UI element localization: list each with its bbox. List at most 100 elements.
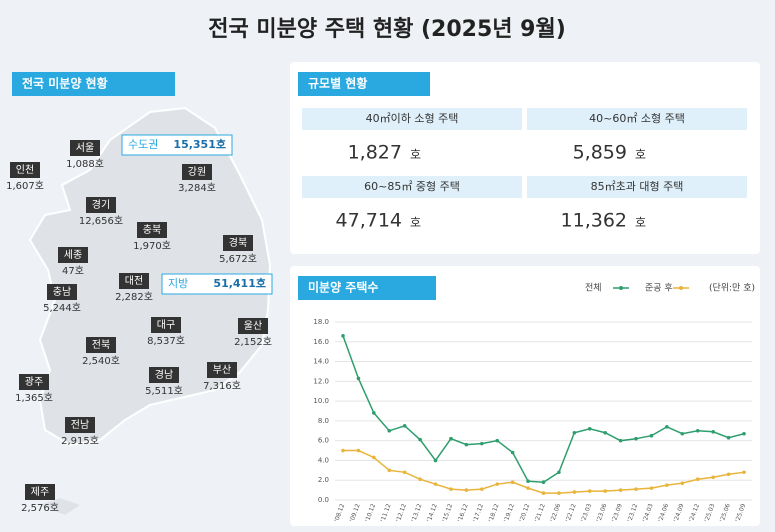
region-box [223,235,253,251]
point [433,458,438,463]
point [372,455,376,460]
region-name: 전남 [71,419,89,431]
point [618,438,623,443]
size-header: 규모별 현황 [308,76,367,91]
map-header: 전국 미분양 현황 [22,76,108,91]
point [510,450,515,455]
point [464,488,469,492]
point [495,482,500,486]
korea-map [28,106,272,447]
y-tick-label: 4.0 [318,456,329,464]
point [649,486,654,490]
page-title: 전국 미분양 주택 현황 (2025년 9월) [208,17,566,42]
y-tick-label: 14.0 [313,358,329,366]
region-name: 대구 [157,319,175,331]
region-box [58,247,88,263]
cell-value: 47,714 [336,210,402,232]
point [449,436,453,441]
point [587,427,592,431]
region-value: 1,365호 [15,392,53,404]
region-value: 2,576호 [21,502,59,514]
point [618,488,623,492]
callout-box [161,273,273,295]
region-name: 충북 [143,224,161,236]
region-value: 3,284호 [178,182,216,194]
legend-label: 전체 [585,283,602,294]
legend-dot [679,286,683,290]
region-value: 2,915호 [61,435,99,447]
point [464,442,469,447]
chart-title: 미분양 주택수 [308,280,378,295]
unit-note: (단위:만 호) [709,283,755,294]
region-box [86,197,116,213]
point [603,430,607,435]
point [418,477,422,482]
point [572,430,577,435]
point [726,472,731,477]
point [742,470,746,475]
region-value: 8,537호 [147,335,185,347]
cell-unit: 호 [635,148,646,162]
point [433,482,438,486]
cell-head [302,176,522,198]
region-box [137,222,167,238]
point [726,435,731,440]
region-box [238,318,268,334]
region-box [65,417,95,433]
region-name: 부산 [213,364,231,376]
region-name: 경남 [155,368,173,381]
region-name: 인천 [16,164,34,176]
point [711,475,715,480]
cell-label: 40㎡이하 소형 주택 [366,111,459,125]
region-value: 1,607호 [6,180,44,192]
region-value: 1,088호 [66,158,104,170]
region-name: 강원 [188,166,206,178]
region-name: 광주 [25,376,43,388]
region-box [10,162,40,178]
region-box [151,317,181,333]
callout-value: 15,351호 [173,137,226,151]
callout-name: 수도권 [128,138,158,151]
point [356,376,361,381]
region-box [86,337,116,353]
cell-unit: 호 [410,216,421,230]
region-box [182,164,212,180]
point [387,468,392,473]
point [603,489,607,493]
point [634,487,638,491]
region-name: 대전 [125,275,143,287]
y-tick-label: 16.0 [313,338,329,346]
point [680,431,685,436]
cell-label: 40~60㎡ 소형 주택 [589,112,685,125]
point [526,479,530,484]
y-tick-label: 0.0 [318,496,329,504]
point [510,480,515,485]
point [557,470,561,475]
point [665,425,669,429]
y-tick-label: 2.0 [318,476,329,484]
y-tick-label: 6.0 [318,437,329,445]
point [665,483,669,487]
cell-head [527,176,747,198]
cell-head [302,108,522,130]
point [341,448,345,453]
cell-head [527,108,747,130]
point [387,428,392,433]
point [587,489,592,493]
point [572,490,577,494]
point [402,470,407,475]
y-tick-label: 18.0 [313,318,329,326]
point [341,334,345,338]
point [356,448,361,453]
point [557,491,561,495]
cell-value: 1,827 [348,142,402,164]
region-name: 서울 [76,142,94,154]
size-header-bg [298,72,430,96]
map-header-bg [12,72,175,96]
cell-unit: 호 [410,148,421,162]
callout-box [121,134,233,156]
region-value: 47호 [62,265,84,277]
region-box [47,284,77,300]
